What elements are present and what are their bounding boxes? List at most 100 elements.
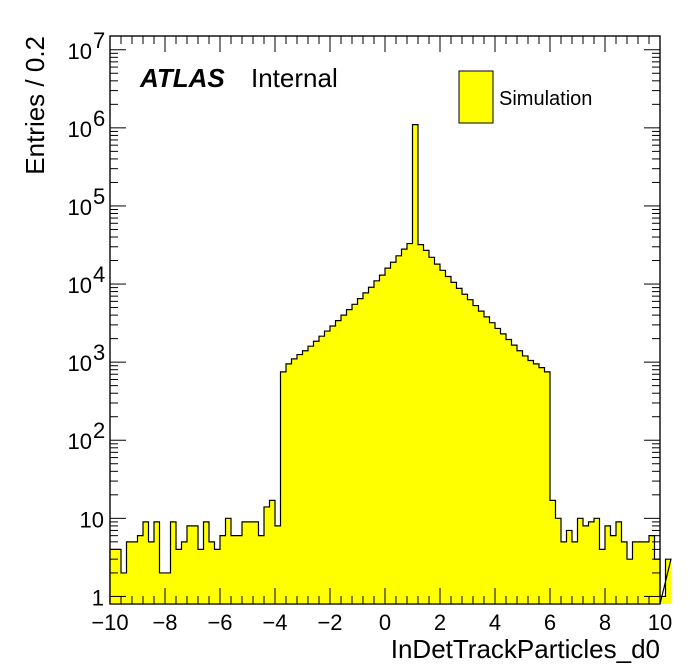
- histogram-bin: [137, 535, 144, 604]
- histogram-bin: [522, 355, 529, 604]
- plot-frame-top: [109, 35, 661, 605]
- histogram-bin: [253, 521, 259, 604]
- histogram-bin: [561, 541, 567, 604]
- histogram-bin: [209, 541, 215, 604]
- internal-label: Internal: [251, 63, 338, 93]
- histogram-bin: [275, 525, 281, 604]
- y-axis-title: Entries / 0.2: [20, 36, 50, 175]
- histogram-bin: [154, 521, 160, 604]
- y-tick-exponent: 3: [93, 340, 105, 365]
- histogram-bin: [269, 500, 276, 604]
- histogram-bin: [550, 500, 556, 604]
- histogram-bin: [665, 559, 672, 604]
- histogram-bin: [181, 541, 188, 604]
- histogram-bin: [610, 535, 617, 604]
- histogram-outline: [109, 124, 672, 605]
- histogram-bin: [126, 541, 133, 604]
- histogram-bin: [357, 298, 364, 604]
- histogram-bin: [533, 363, 540, 604]
- histogram-bin: [423, 250, 430, 605]
- histogram-bin: [462, 294, 468, 604]
- histogram-bin: [429, 257, 435, 604]
- histogram-bin: [352, 304, 358, 604]
- histogram-bin: [308, 346, 314, 604]
- x-tick-label: 0: [379, 610, 391, 635]
- histogram-bin: [418, 244, 424, 604]
- y-tick-label: 10: [80, 507, 104, 532]
- histogram-bin: [159, 572, 166, 604]
- y-tick-label: 10: [68, 39, 92, 64]
- histogram-bin: [649, 535, 655, 604]
- histogram-bin: [440, 270, 446, 604]
- atlas-label: ATLAS: [139, 63, 225, 93]
- histogram-bin: [324, 331, 331, 604]
- histogram-bin: [335, 320, 342, 604]
- histogram-bin: [110, 549, 116, 604]
- histogram-bin: [599, 549, 606, 604]
- histogram-bin: [572, 541, 578, 604]
- histogram-bin: [225, 518, 232, 604]
- histogram-bin: [583, 525, 589, 604]
- x-tick-label: 2: [434, 610, 446, 635]
- histogram-bin: [319, 336, 325, 604]
- histogram-bin: [588, 521, 595, 604]
- histogram-bin: [577, 518, 584, 604]
- x-tick-label: 4: [489, 610, 501, 635]
- legend-label-simulation: Simulation: [499, 88, 592, 110]
- histogram-bin: [385, 268, 391, 604]
- x-tick-labels: −10 −8 −6 −4 −2 0 2 4 6 8 10: [91, 610, 672, 635]
- histogram-bin: [132, 541, 138, 604]
- histogram-bin: [605, 525, 611, 604]
- histogram-bin: [176, 549, 182, 604]
- histogram-bin: [473, 305, 479, 604]
- histogram-bin: [236, 535, 243, 604]
- histogram-bin: [621, 541, 628, 604]
- histogram-bin: [258, 535, 265, 604]
- x-tick-label: 10: [648, 610, 672, 635]
- histogram-bin: [555, 518, 562, 604]
- histogram-bin: [511, 345, 518, 604]
- histogram-bin: [506, 339, 512, 604]
- histogram-bin: [489, 322, 496, 604]
- histogram-bin: [396, 255, 402, 605]
- histogram-bin: [187, 525, 193, 604]
- histogram-bin: [566, 530, 573, 604]
- histogram-bars: [109, 124, 672, 605]
- x-tick-label: −4: [262, 610, 287, 635]
- y-tick-label: 10: [68, 429, 92, 454]
- y-tick-label: 10: [68, 117, 92, 142]
- histogram-bin: [660, 596, 666, 604]
- y-tick-label: 10: [68, 195, 92, 220]
- histogram-bin: [148, 541, 155, 604]
- histogram-bin: [198, 549, 204, 604]
- y-tick-label: 1: [92, 585, 104, 610]
- histogram-bin: [121, 572, 127, 604]
- histogram-bin: [495, 328, 501, 604]
- x-tick-label: 8: [599, 610, 611, 635]
- histogram-bin: [115, 549, 122, 604]
- legend-swatch: [458, 70, 494, 124]
- histogram-bin: [170, 521, 177, 604]
- x-tick-label: −6: [207, 610, 232, 635]
- histogram-bin: [203, 521, 210, 604]
- y-tick-exponent: 2: [93, 418, 105, 443]
- histogram-bin: [654, 559, 661, 604]
- x-tick-label: −10: [91, 610, 128, 635]
- histogram-bin: [467, 299, 474, 604]
- histogram-bin: [627, 559, 633, 604]
- histogram-bin: [478, 311, 485, 604]
- histogram-bin: [407, 243, 413, 605]
- histogram-bin: [302, 350, 309, 604]
- x-tick-label: −2: [317, 610, 342, 635]
- histogram-bin: [390, 262, 397, 604]
- histogram-bin: [363, 292, 369, 604]
- x-axis-title: InDetTrackParticles_d0: [391, 634, 660, 664]
- axis-ticks: [109, 36, 661, 604]
- histogram-bin: [401, 249, 408, 604]
- histogram-bin: [544, 371, 551, 604]
- histogram-bin: [242, 521, 248, 604]
- histogram-bin: [456, 288, 463, 604]
- x-tick-label: −8: [152, 610, 177, 635]
